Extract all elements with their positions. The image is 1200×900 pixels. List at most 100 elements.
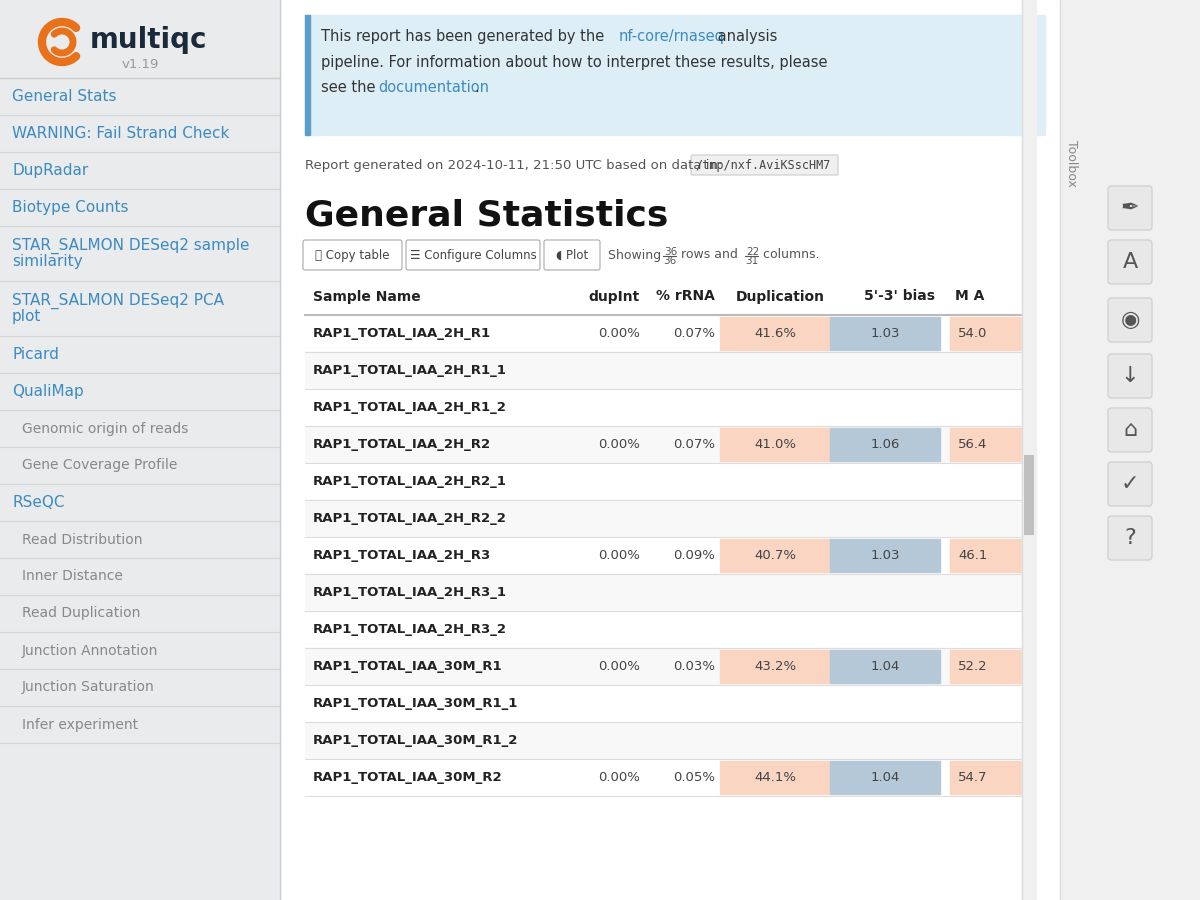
Text: 0.00%: 0.00% [598, 438, 640, 451]
Text: 0.09%: 0.09% [673, 549, 715, 562]
Text: Read Duplication: Read Duplication [22, 607, 140, 620]
Text: Picard: Picard [12, 347, 59, 362]
Bar [305, 315, 1034, 352]
Text: plot: plot [12, 309, 41, 324]
Text: rows and: rows and [677, 248, 742, 262]
Text: ⌖ Copy table: ⌖ Copy table [316, 248, 390, 262]
Bar [830, 539, 940, 572]
Text: 0.05%: 0.05% [673, 771, 715, 784]
FancyBboxPatch shape [1108, 354, 1152, 398]
Text: Sample Name: Sample Name [313, 290, 421, 303]
Text: RAP1_TOTAL_IAA_2H_R2_1: RAP1_TOTAL_IAA_2H_R2_1 [313, 475, 506, 488]
Bar [950, 428, 1030, 461]
Text: 1.03: 1.03 [870, 549, 900, 562]
Text: v1.19: v1.19 [121, 58, 158, 70]
Text: RAP1_TOTAL_IAA_30M_R1_2: RAP1_TOTAL_IAA_30M_R1_2 [313, 734, 518, 747]
FancyBboxPatch shape [544, 240, 600, 270]
Bar [305, 278, 1034, 315]
Text: /tmp/nxf.AviKSscHM7: /tmp/nxf.AviKSscHM7 [695, 158, 830, 172]
Text: 56.4: 56.4 [958, 438, 988, 451]
Text: 31: 31 [745, 256, 758, 266]
Text: Infer experiment: Infer experiment [22, 717, 138, 732]
Bar [305, 648, 1034, 685]
Text: nf-core/rnaseq: nf-core/rnaseq [619, 30, 725, 44]
Bar [305, 500, 1034, 537]
Bar [720, 650, 830, 683]
Bar [1060, 0, 1200, 900]
Bar [1022, 0, 1036, 900]
Text: Junction Saturation: Junction Saturation [22, 680, 155, 695]
Text: RAP1_TOTAL_IAA_2H_R3_2: RAP1_TOTAL_IAA_2H_R3_2 [313, 623, 508, 636]
Bar [830, 761, 940, 794]
Text: % rRNA: % rRNA [656, 290, 715, 303]
Bar [720, 428, 830, 461]
Text: RAP1_TOTAL_IAA_2H_R1: RAP1_TOTAL_IAA_2H_R1 [313, 327, 491, 340]
Text: RAP1_TOTAL_IAA_30M_R1: RAP1_TOTAL_IAA_30M_R1 [313, 660, 503, 673]
Text: Genomic origin of reads: Genomic origin of reads [22, 421, 188, 436]
Text: RSeQC: RSeQC [12, 495, 65, 510]
Text: This report has been generated by the: This report has been generated by the [322, 30, 608, 44]
Bar [830, 428, 940, 461]
Text: 0.07%: 0.07% [673, 438, 715, 451]
FancyBboxPatch shape [1108, 408, 1152, 452]
Text: A: A [1122, 252, 1138, 272]
Bar [305, 759, 1034, 796]
Bar [720, 761, 830, 794]
Text: multiqc: multiqc [90, 26, 208, 54]
Text: 5'-3' bias: 5'-3' bias [864, 290, 935, 303]
Bar [305, 15, 1045, 135]
FancyBboxPatch shape [1108, 516, 1152, 560]
Text: Inner Distance: Inner Distance [22, 570, 122, 583]
Text: dupInt: dupInt [589, 290, 640, 303]
Text: WARNING: Fail Strand Check: WARNING: Fail Strand Check [12, 126, 229, 141]
Bar [1024, 455, 1034, 535]
Text: ?: ? [1124, 528, 1136, 548]
Text: 43.2%: 43.2% [754, 660, 796, 673]
Bar [305, 463, 1034, 500]
Text: ✓: ✓ [1121, 474, 1139, 494]
Text: pipeline. For information about how to interpret these results, please: pipeline. For information about how to i… [322, 55, 828, 69]
Text: RAP1_TOTAL_IAA_2H_R3_1: RAP1_TOTAL_IAA_2H_R3_1 [313, 586, 508, 599]
Text: 0.00%: 0.00% [598, 327, 640, 340]
Text: documentation: documentation [378, 79, 490, 94]
Bar [720, 539, 830, 572]
Text: 41.0%: 41.0% [754, 438, 796, 451]
Bar [305, 574, 1034, 611]
Text: 46.1: 46.1 [958, 549, 988, 562]
Text: Gene Coverage Profile: Gene Coverage Profile [22, 458, 178, 473]
Text: General Stats: General Stats [12, 89, 116, 104]
Text: Duplication: Duplication [736, 290, 826, 303]
FancyBboxPatch shape [302, 240, 402, 270]
Bar [720, 317, 830, 350]
Text: General Statistics: General Statistics [305, 198, 668, 232]
Text: 36: 36 [662, 256, 677, 266]
Bar [305, 278, 1034, 900]
FancyBboxPatch shape [1108, 298, 1152, 342]
Bar [830, 317, 940, 350]
Text: Report generated on 2024-10-11, 21:50 UTC based on data in:: Report generated on 2024-10-11, 21:50 UT… [305, 158, 722, 172]
Text: Junction Annotation: Junction Annotation [22, 644, 158, 658]
Text: 0.00%: 0.00% [598, 771, 640, 784]
Text: 0.07%: 0.07% [673, 327, 715, 340]
FancyBboxPatch shape [406, 240, 540, 270]
Text: ☰ Configure Columns: ☰ Configure Columns [409, 248, 536, 262]
Text: see the: see the [322, 79, 380, 94]
Bar [305, 389, 1034, 426]
Text: 44.1%: 44.1% [754, 771, 796, 784]
FancyBboxPatch shape [1108, 462, 1152, 506]
Text: ↓: ↓ [1121, 366, 1139, 386]
Text: M A: M A [955, 290, 984, 303]
Text: 22: 22 [746, 247, 760, 257]
Bar [305, 15, 310, 135]
Bar [950, 539, 1030, 572]
Text: similarity: similarity [12, 254, 83, 269]
Text: .: . [474, 79, 479, 94]
Text: 1.04: 1.04 [870, 771, 900, 784]
Text: DupRadar: DupRadar [12, 163, 89, 178]
Text: QualiMap: QualiMap [12, 384, 84, 399]
Text: 36: 36 [664, 247, 677, 257]
Bar [830, 650, 940, 683]
Bar [0, 0, 280, 900]
Bar [305, 722, 1034, 759]
Bar [305, 426, 1034, 463]
